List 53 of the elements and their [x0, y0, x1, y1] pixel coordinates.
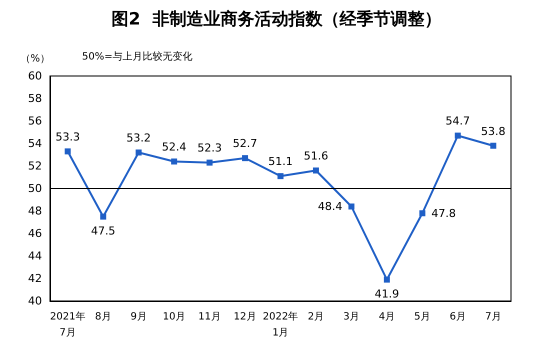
y-tick-label: 44 [28, 250, 42, 262]
data-label: 51.1 [268, 155, 293, 168]
data-label: 53.3 [55, 130, 80, 144]
y-axis-title: （%） [20, 54, 50, 64]
x-tick-label: 3月 [343, 312, 360, 322]
point [278, 173, 284, 180]
point [384, 276, 390, 283]
data-label: 52.7 [232, 137, 258, 150]
point [312, 168, 319, 174]
point [171, 158, 178, 164]
x-tick-label: 6月 [450, 312, 466, 322]
text: 50%=与上月比较无变化 [82, 50, 193, 62]
point [454, 132, 461, 139]
point [419, 210, 426, 216]
data-label: 41.9 [374, 288, 400, 301]
point [242, 155, 248, 162]
data-label: 54.7 [446, 114, 470, 128]
y-tick-label: 54 [28, 137, 42, 150]
point [206, 160, 213, 166]
point [136, 150, 142, 156]
y-tick-label: 42 [28, 272, 42, 285]
point [348, 204, 354, 210]
y-tick-label: 58 [28, 92, 42, 105]
data-label: 53.8 [481, 124, 506, 138]
data-label: 48.4 [318, 200, 342, 213]
point [490, 142, 496, 149]
y-tick-label: 48 [28, 204, 42, 218]
x-tick-label: 12月 [234, 312, 256, 322]
x-tick-label: 2022年 1月 [262, 310, 298, 338]
data-label: 51.6 [304, 150, 328, 162]
y-tick-label: 40 [28, 294, 42, 308]
data-label: 52.4 [162, 140, 186, 154]
chart-title: 图2 非制造业商务活动指数（经季节调整） [112, 10, 442, 30]
data-label: 52.3 [197, 142, 222, 155]
data-label: 47.8 [431, 206, 456, 220]
x-tick-label: 8月 [95, 312, 112, 322]
data-label: 47.5 [90, 224, 116, 238]
x-tick-label: 7月 [485, 312, 502, 322]
y-tick-label: 56 [28, 114, 42, 128]
data-label: 53.2 [126, 132, 151, 144]
y-tick-label: 60 [28, 70, 42, 82]
point [64, 148, 71, 154]
y-tick-label: 46 [28, 227, 42, 240]
point [100, 214, 106, 220]
x-tick-label: 4月 [378, 312, 396, 322]
x-tick-label: 10月 [162, 312, 186, 322]
x-tick-label: 9月 [130, 312, 147, 322]
y-tick-label: 52 [28, 160, 42, 172]
y-tick-label: 50 [28, 182, 42, 195]
x-tick-label: 5月 [414, 312, 431, 322]
x-tick-label: 2021年 7月 [50, 310, 86, 338]
x-tick-label: 11月 [198, 312, 221, 322]
x-tick-label: 2月 [308, 312, 324, 322]
